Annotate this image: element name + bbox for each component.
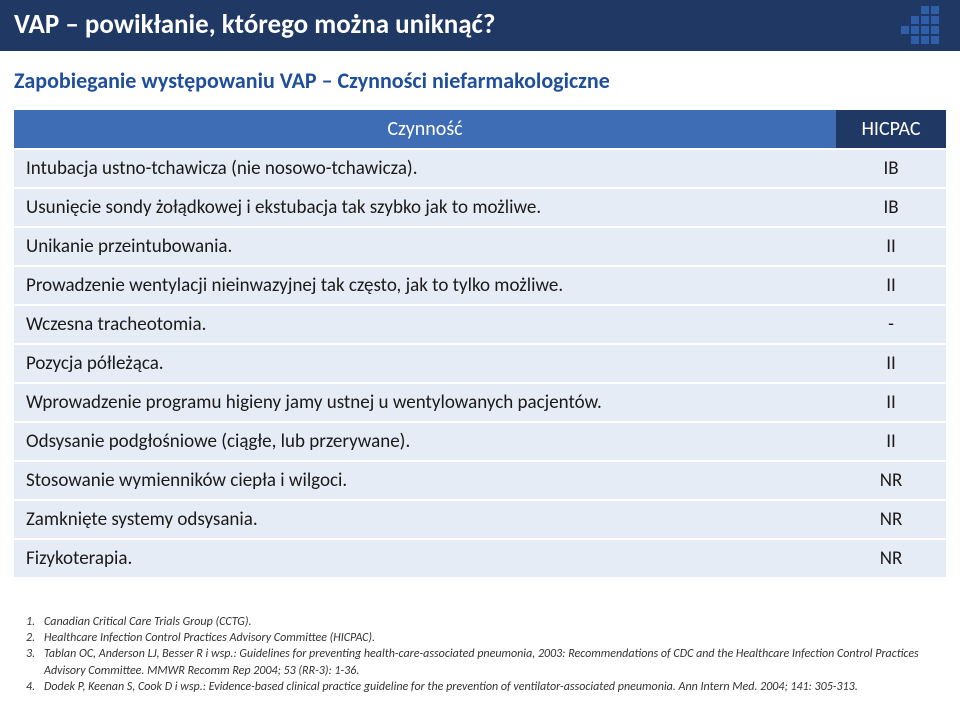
reference-item: Tablan OC, Anderson LJ, Besser R i wsp.:… (14, 646, 946, 678)
cell-rating: NR (836, 540, 946, 577)
header-rating: HICPAC (836, 110, 946, 148)
table-row: Fizykoterapia.NR (14, 540, 946, 577)
table-row: Stosowanie wymienników ciepła i wilgoci.… (14, 462, 946, 499)
reference-item: Healthcare Infection Control Practices A… (14, 630, 946, 646)
logo-icon (896, 6, 942, 54)
cell-rating: II (836, 345, 946, 382)
table-header-row: Czynność HICPAC (14, 110, 946, 148)
cell-rating: - (836, 306, 946, 343)
table-row: Wprowadzenie programu higieny jamy ustne… (14, 384, 946, 421)
cell-rating: NR (836, 462, 946, 499)
cell-rating: II (836, 267, 946, 304)
header-action: Czynność (14, 110, 836, 148)
cell-action: Pozycja półleżąca. (14, 345, 836, 382)
title-bar: VAP – powikłanie, którego można uniknąć? (0, 0, 960, 51)
cell-action: Wprowadzenie programu higieny jamy ustne… (14, 384, 836, 421)
cell-action: Fizykoterapia. (14, 540, 836, 577)
table-row: Intubacja ustno-tchawicza (nie nosowo-tc… (14, 150, 946, 187)
cell-action: Zamknięte systemy odsysania. (14, 501, 836, 538)
subtitle: Zapobieganie występowaniu VAP – Czynnośc… (0, 51, 960, 108)
cell-rating: NR (836, 501, 946, 538)
table-row: Wczesna tracheotomia.- (14, 306, 946, 343)
cell-action: Stosowanie wymienników ciepła i wilgoci. (14, 462, 836, 499)
cell-action: Intubacja ustno-tchawicza (nie nosowo-tc… (14, 150, 836, 187)
cell-action: Unikanie przeintubowania. (14, 228, 836, 265)
cell-rating: II (836, 423, 946, 460)
cell-rating: II (836, 384, 946, 421)
table-row: Unikanie przeintubowania.II (14, 228, 946, 265)
reference-item: Dodek P, Keenan S, Cook D i wsp.: Eviden… (14, 679, 946, 695)
cell-action: Usunięcie sondy żołądkowej i ekstubacja … (14, 189, 836, 226)
table-row: Pozycja półleżąca.II (14, 345, 946, 382)
cell-action: Wczesna tracheotomia. (14, 306, 836, 343)
reference-item: Canadian Critical Care Trials Group (CCT… (14, 614, 946, 630)
table-row: Odsysanie podgłośniowe (ciągłe, lub prze… (14, 423, 946, 460)
table-container: Czynność HICPAC Intubacja ustno-tchawicz… (0, 108, 960, 579)
references: Canadian Critical Care Trials Group (CCT… (14, 614, 946, 695)
cell-action: Odsysanie podgłośniowe (ciągłe, lub prze… (14, 423, 836, 460)
table-row: Usunięcie sondy żołądkowej i ekstubacja … (14, 189, 946, 226)
table-row: Prowadzenie wentylacji nieinwazyjnej tak… (14, 267, 946, 304)
page-title: VAP – powikłanie, którego można uniknąć? (14, 8, 495, 41)
cell-rating: II (836, 228, 946, 265)
cell-rating: IB (836, 189, 946, 226)
table-row: Zamknięte systemy odsysania.NR (14, 501, 946, 538)
cell-rating: IB (836, 150, 946, 187)
vap-table: Czynność HICPAC Intubacja ustno-tchawicz… (14, 108, 946, 579)
cell-action: Prowadzenie wentylacji nieinwazyjnej tak… (14, 267, 836, 304)
